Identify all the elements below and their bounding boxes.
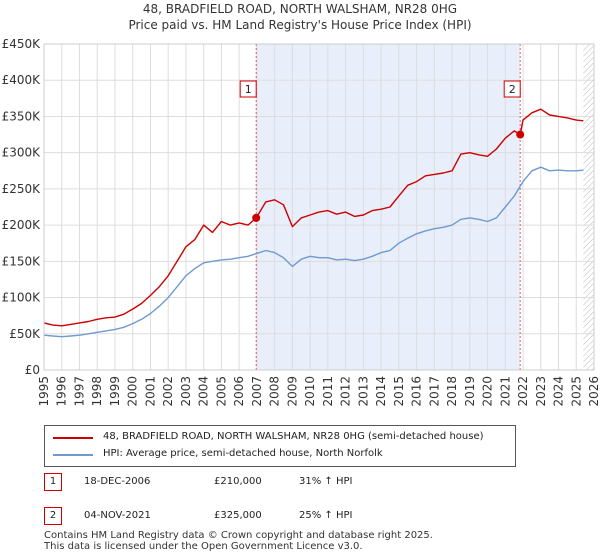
sale-point: [516, 130, 525, 139]
sale-date: 18-DEC-2006: [84, 476, 151, 487]
x-tick-label: 2012: [339, 376, 353, 407]
price-chart: £0 £50K £100K £150K £200K £250K £300K £350K £400…: [2, 37, 600, 407]
y-tick-label: £200K: [2, 218, 42, 232]
footer-copyright: Contains HM Land Registry data © Crown c…: [44, 530, 433, 541]
sale-price: £325,000: [214, 510, 262, 521]
x-tick-label: 1999: [108, 376, 122, 407]
sale-row: 2 04-NOV-2021 £325,000 25% ↑ HPI: [44, 507, 544, 525]
x-tick-label: 2005: [214, 376, 228, 407]
sale-label: 2: [509, 83, 516, 96]
x-tick-label: 2006: [232, 376, 246, 407]
x-tick-label: 2025: [569, 376, 583, 407]
x-tick-label: 1996: [55, 376, 69, 407]
y-tick-label: £150K: [2, 254, 42, 268]
x-tick-label: 2008: [268, 376, 282, 407]
footer: Contains HM Land Registry data © Crown c…: [44, 530, 433, 552]
legend-line-hpi: [53, 454, 93, 456]
x-tick-label: 2004: [197, 376, 211, 407]
x-tick-label: 2020: [481, 376, 495, 407]
sale-price: £210,000: [214, 476, 262, 487]
sale-marker-badge: 2: [44, 507, 62, 525]
legend-label-hpi: HPI: Average price, semi-detached house,…: [103, 448, 383, 459]
y-tick-label: £100K: [2, 291, 42, 305]
x-tick-label: 2001: [143, 376, 157, 407]
sale-label-box: [503, 80, 521, 98]
y-tick-label: £300K: [2, 146, 42, 160]
x-tick-label: 2018: [445, 376, 459, 407]
y-tick-label: £0: [25, 363, 40, 377]
y-tick-label: £450K: [2, 37, 42, 51]
x-tick-label: 2000: [126, 376, 140, 407]
chart-title: 48, BRADFIELD ROAD, NORTH WALSHAM, NR28 …: [142, 2, 458, 16]
footer-licence: This data is licensed under the Open Gov…: [44, 541, 363, 552]
sale-hpi-diff: 25% ↑ HPI: [299, 510, 353, 521]
x-tick-label: 2015: [392, 376, 406, 407]
x-tick-label: 2013: [356, 376, 370, 407]
x-tick-label: 2014: [374, 376, 388, 407]
sale-hpi-diff: 31% ↑ HPI: [299, 476, 353, 487]
forecast-hatch: [583, 44, 594, 370]
sale-row: 1 18-DEC-2006 £210,000 31% ↑ HPI: [44, 473, 544, 491]
legend: 48, BRADFIELD ROAD, NORTH WALSHAM, NR28 …: [44, 425, 516, 467]
legend-label-property: 48, BRADFIELD ROAD, NORTH WALSHAM, NR28 …: [103, 431, 484, 442]
x-tick-label: 2026: [587, 376, 600, 407]
sale-date: 04-NOV-2021: [84, 510, 151, 521]
x-tick-label: 2011: [321, 376, 335, 407]
x-tick-label: 2007: [250, 376, 264, 407]
x-tick-label: 2002: [161, 376, 175, 407]
x-tick-label: 2016: [410, 376, 424, 407]
x-tick-label: 2010: [303, 376, 317, 407]
x-tick-label: 1995: [37, 376, 51, 407]
chart-subtitle: Price paid vs. HM Land Registry's House …: [128, 18, 472, 32]
x-tick-label: 2019: [463, 376, 477, 407]
sale-label: 1: [245, 83, 252, 96]
x-tick-label: 2024: [552, 376, 566, 407]
plot-frame: [43, 43, 595, 371]
x-tick-label: 2003: [179, 376, 193, 407]
y-tick-label: £50K: [9, 327, 41, 341]
x-tick-label: 2022: [516, 376, 530, 407]
y-tick-label: £350K: [2, 109, 42, 123]
sale-label-box: [239, 80, 257, 98]
x-tick-label: 1998: [90, 376, 104, 407]
x-tick-label: 2023: [534, 376, 548, 407]
hpi-line: [43, 166, 584, 338]
y-tick-label: £400K: [2, 73, 42, 87]
legend-line-property: [53, 437, 93, 439]
x-tick-label: 2017: [427, 376, 441, 407]
x-tick-label: 2021: [498, 376, 512, 407]
x-tick-label: 2009: [285, 376, 299, 407]
x-tick-label: 1997: [72, 376, 86, 407]
sale-marker-badge: 1: [44, 473, 62, 491]
property-price-line: [43, 108, 584, 327]
sale-point: [252, 213, 261, 222]
y-tick-label: £250K: [2, 182, 42, 196]
